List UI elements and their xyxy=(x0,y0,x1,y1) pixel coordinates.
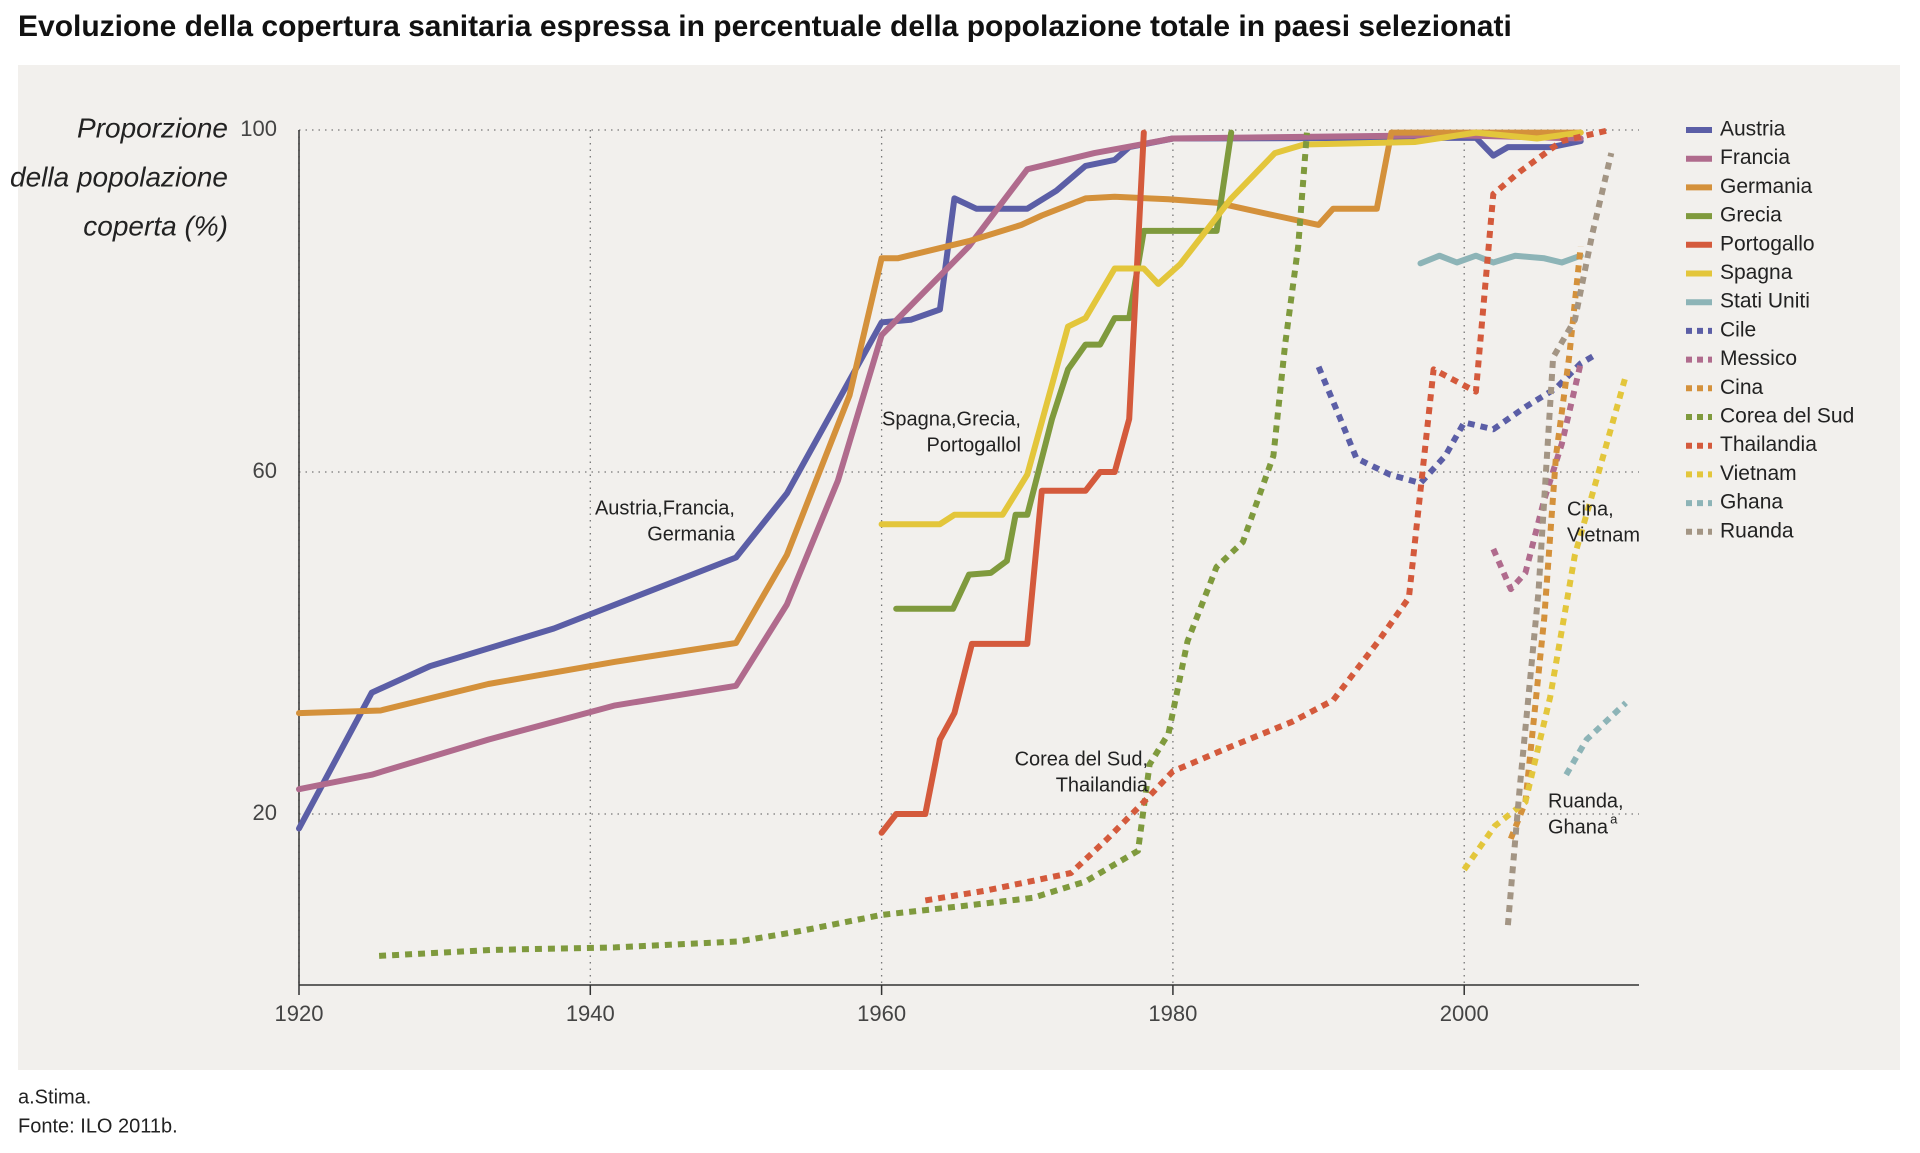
legend-label: Vietnam xyxy=(1720,462,1797,485)
annotation: Spagna,Grecia, xyxy=(882,408,1021,430)
y-tick-label: 20 xyxy=(253,800,277,825)
series-line xyxy=(878,129,1584,528)
series-line xyxy=(1490,362,1584,593)
x-tick-label: 1960 xyxy=(857,1001,906,1026)
legend-label: Spagna xyxy=(1720,261,1793,284)
series-line xyxy=(1417,252,1584,267)
legend-label: Messico xyxy=(1720,347,1797,370)
annotation: Cina, xyxy=(1567,498,1614,520)
legend-label: Grecia xyxy=(1720,204,1782,227)
series-line xyxy=(1315,352,1597,487)
x-tick-label: 1980 xyxy=(1148,1001,1197,1026)
y-axis-label: coperta (%) xyxy=(83,210,228,241)
annotation: Austria,Francia, xyxy=(595,497,735,519)
annotation: Vietnam xyxy=(1567,524,1640,546)
annotation: Corea del Sud, xyxy=(1015,748,1148,770)
legend-label: Germania xyxy=(1720,175,1813,198)
series-line xyxy=(378,132,1310,959)
footnote: Fonte: ILO 2011b. xyxy=(18,1115,178,1137)
x-tick-label: 1920 xyxy=(275,1001,324,1026)
legend-label: Francia xyxy=(1720,146,1790,169)
legend-label: Corea del Sud xyxy=(1720,405,1854,428)
legend-label: Ghana xyxy=(1720,491,1783,514)
annotation: Portogallol xyxy=(926,434,1021,456)
annotation-superscript: a xyxy=(1610,811,1618,826)
legend-label: Portogallo xyxy=(1720,232,1815,255)
series-line xyxy=(1504,152,1615,926)
chart-title: Evoluzione della copertura sanitaria esp… xyxy=(18,10,1512,43)
plot-panel xyxy=(18,65,1900,1070)
legend-label: Thailandia xyxy=(1720,433,1817,456)
series-line xyxy=(924,127,1611,904)
legend-label: Ruanda xyxy=(1720,519,1794,542)
series-line xyxy=(1508,245,1584,840)
footnote: a.Stima. xyxy=(18,1086,91,1108)
legend-label: Stati Uniti xyxy=(1720,290,1810,313)
series-line xyxy=(296,129,1584,717)
series-line xyxy=(296,134,1584,832)
y-tick-label: 60 xyxy=(253,458,277,483)
annotation: Thailandia xyxy=(1056,774,1149,796)
series-line xyxy=(1563,700,1628,777)
y-axis-label: Proporzione xyxy=(77,112,228,143)
series-line xyxy=(1461,374,1629,872)
y-axis-label: della popolazione xyxy=(10,161,228,192)
annotation: Germania xyxy=(647,523,736,545)
x-tick-label: 1940 xyxy=(566,1001,615,1026)
legend-label: Cina xyxy=(1720,376,1764,399)
series-line xyxy=(296,132,1584,793)
annotation: Ruanda, xyxy=(1548,790,1624,812)
x-tick-label: 2000 xyxy=(1440,1001,1489,1026)
annotation: Ghana xyxy=(1548,816,1609,838)
legend-label: Cile xyxy=(1720,318,1756,341)
series-line xyxy=(878,129,1147,836)
y-tick-label: 100 xyxy=(240,116,277,141)
legend-label: Austria xyxy=(1720,118,1786,141)
